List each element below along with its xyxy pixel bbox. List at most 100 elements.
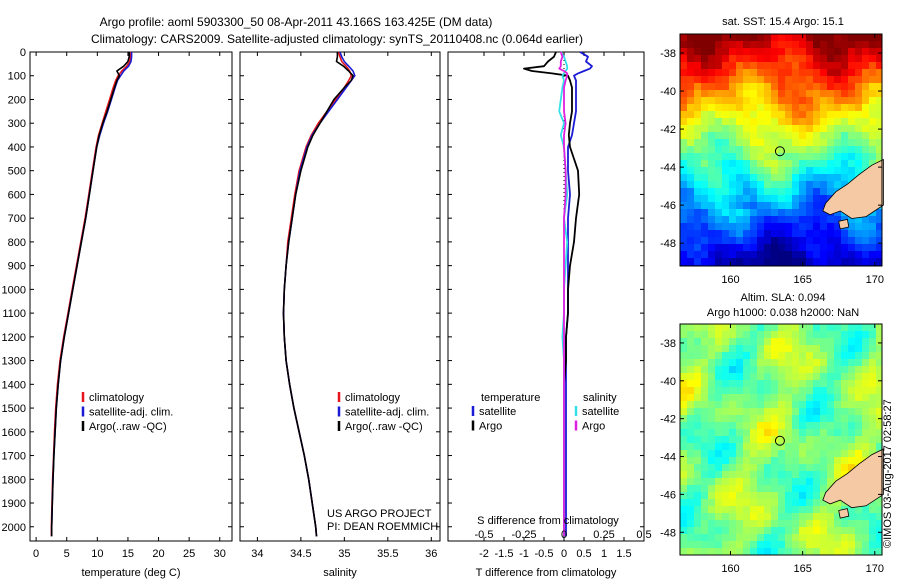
map-cell: [855, 41, 863, 49]
map-cell: [876, 345, 883, 353]
map-cell: [855, 69, 863, 77]
map-cell: [701, 209, 709, 217]
map-cell: [764, 415, 772, 423]
map-cell: [813, 125, 821, 133]
map-cell: [694, 132, 702, 140]
map-cell: [827, 174, 835, 182]
map-cell: [778, 380, 786, 388]
map-cell: [841, 527, 849, 535]
map-cell: [687, 90, 695, 98]
map-cell: [715, 181, 723, 189]
map-cell: [764, 548, 772, 556]
map-cell: [743, 76, 751, 84]
map-cell: [715, 160, 723, 168]
map-cell: [855, 359, 863, 367]
map-cell: [694, 471, 702, 479]
map-cell: [764, 464, 772, 472]
map-cell: [813, 181, 821, 189]
map-cell: [785, 492, 793, 500]
map-cell: [876, 48, 883, 56]
map-cell: [701, 450, 709, 458]
map-cell: [792, 338, 800, 346]
map-cell: [722, 450, 730, 458]
map-cell: [694, 506, 702, 514]
map-cell: [750, 457, 758, 465]
map-cell: [869, 146, 877, 154]
map-cell: [729, 90, 737, 98]
depth-tick-label: 0: [20, 47, 26, 59]
map-cell: [855, 90, 863, 98]
map-cell: [764, 132, 772, 140]
series-line-argo: [50, 52, 130, 537]
map-cell: [827, 97, 835, 105]
map-cell: [694, 48, 702, 56]
map-cell: [820, 359, 828, 367]
map-cell: [771, 195, 779, 203]
map-cell: [841, 464, 849, 472]
map-cell: [841, 443, 849, 451]
map-cell: [771, 541, 779, 549]
map-cell: [813, 548, 821, 556]
map-cell: [778, 527, 786, 535]
map-cell: [820, 118, 828, 126]
map-cell: [855, 548, 863, 556]
map-cell: [806, 237, 814, 245]
map-cell: [778, 443, 786, 451]
map-cell: [750, 230, 758, 238]
map-cell: [701, 471, 709, 479]
map-cell: [764, 146, 772, 154]
map-cell: [715, 541, 723, 549]
map-cell: [680, 76, 688, 84]
map-cell: [876, 76, 883, 84]
map-cell: [813, 471, 821, 479]
map-cell: [848, 380, 856, 388]
map-cell: [694, 527, 702, 535]
map-cell: [687, 429, 695, 437]
map-cell: [841, 251, 849, 259]
map-cell: [862, 83, 870, 91]
map-cell: [743, 520, 751, 528]
salinity-panel: 34 34.5 35 35.5 36climatologysatellite-adj. …: [239, 51, 441, 579]
map-cell: [736, 195, 744, 203]
map-cell: [750, 48, 758, 56]
map-cell: [848, 69, 856, 77]
map-cell: [743, 338, 751, 346]
map-cell: [799, 478, 807, 486]
map-cell: [862, 223, 870, 231]
map-cell: [729, 457, 737, 465]
map-cell: [834, 97, 842, 105]
map-cell: [736, 541, 744, 549]
map-cell: [862, 415, 870, 423]
map-cell: [743, 548, 751, 556]
map-cell: [855, 153, 863, 161]
map-cell: [806, 408, 814, 416]
map-cell: [701, 436, 709, 444]
map-cell: [694, 104, 702, 112]
map-cell: [778, 251, 786, 259]
map-cell: [792, 223, 800, 231]
map-cell: [701, 55, 709, 63]
map-cell: [869, 415, 877, 423]
map-cell: [764, 408, 772, 416]
map-cell: [701, 62, 709, 70]
map-cell: [813, 345, 821, 353]
x-tick-label: 0.5: [576, 548, 591, 560]
difference-panel: -2 -1.5 -1 -0.5 0 0.5 1 1.5-0.5 -0.25 0 0.25 0.5S d…: [447, 51, 652, 579]
map-cell: [834, 436, 842, 444]
map-cell: [806, 41, 814, 49]
map-cell: [855, 223, 863, 231]
map-cell: [834, 118, 842, 126]
map-cell: [827, 506, 835, 514]
map-cell: [848, 436, 856, 444]
map-cell: [862, 90, 870, 98]
map-cell: [715, 380, 723, 388]
map-cell: [708, 258, 716, 266]
map-cell: [736, 76, 744, 84]
map-cell: [827, 132, 835, 140]
map-cell: [715, 387, 723, 395]
map-cell: [722, 373, 730, 381]
map-cell: [827, 90, 835, 98]
map-cell: [813, 366, 821, 374]
map-cell: [841, 471, 849, 479]
map-cell: [792, 202, 800, 210]
